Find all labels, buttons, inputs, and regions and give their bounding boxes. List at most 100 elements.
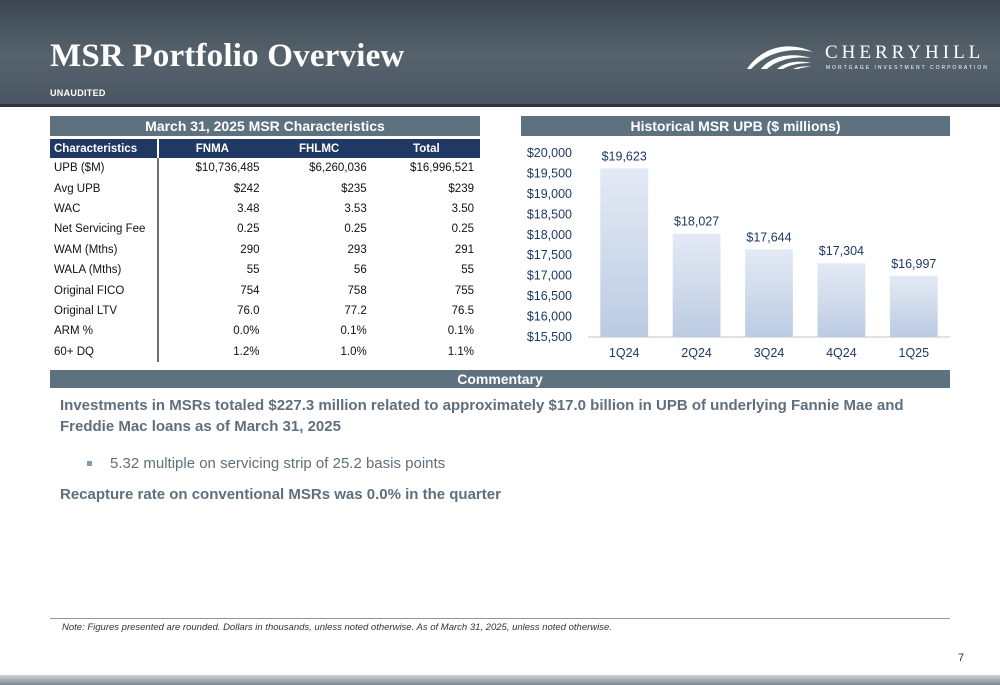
table-cell: 290 [240, 243, 260, 256]
x-tick-label: 4Q24 [826, 346, 857, 360]
chart-title: Historical MSR UPB ($ millions) [521, 116, 950, 136]
table-row: WALA (Mths) 55 56 55 [50, 259, 480, 281]
table-row: WAM (Mths) 290 293 291 [50, 239, 480, 260]
table-row: Avg UPB $242 $235 $239 [50, 178, 480, 199]
data-label: $17,304 [819, 244, 864, 258]
page-number: 7 [958, 652, 965, 664]
header-banner: MSR Portfolio Overview UNAUDITED CHERRYH… [0, 0, 1000, 107]
unaudited-label: UNAUDITED [50, 88, 106, 98]
bar [672, 233, 721, 337]
table-row: Net Servicing Fee 0.25 0.25 0.25 [50, 219, 480, 240]
table-cell: 0.0% [233, 325, 260, 338]
bar [817, 263, 866, 337]
table-cell: 755 [454, 284, 474, 297]
logo-name: CHERRYHILL [825, 42, 985, 63]
commentary-body: Investments in MSRs totaled $227.3 milli… [60, 395, 950, 505]
table-row: 60+ DQ 1.2% 1.0% 1.1% [50, 341, 480, 362]
company-logo: CHERRYHILL MORTGAGE INVESTMENT CORPORATI… [747, 42, 995, 72]
y-tick-label: $20,000 [527, 146, 572, 160]
table-cell: 0.25 [451, 223, 474, 236]
bar [600, 168, 649, 337]
table-row: ARM % 0.0% 0.1% 0.1% [50, 321, 480, 342]
table-cell: 0.1% [447, 325, 474, 338]
bar [889, 275, 938, 337]
commentary-bullet-text: 5.32 multiple on servicing strip of 25.2… [110, 455, 446, 472]
table-cell: 77.2 [344, 304, 367, 317]
y-tick-label: $17,500 [527, 248, 572, 262]
x-tick-label: 1Q25 [899, 346, 930, 360]
table-cell: 758 [347, 284, 367, 297]
table-row: UPB ($M) $10,736,485 $6,260,036 $16,996,521 [50, 158, 480, 179]
data-label: $17,644 [746, 230, 791, 244]
row-label: 60+ DQ [50, 341, 160, 362]
commentary-paragraph: Recapture rate on conventional MSRs was … [60, 486, 501, 503]
footer-divider [50, 618, 950, 619]
data-label: $19,623 [602, 149, 647, 163]
table-cell: 55 [246, 264, 260, 277]
table-cell: 293 [347, 243, 367, 256]
y-tick-label: $18,500 [527, 207, 572, 221]
column-header: FNMA [158, 139, 266, 158]
table-row: WAC 3.48 3.53 3.50 [50, 198, 480, 220]
column-header: FHLMC [265, 139, 373, 158]
row-label: WALA (Mths) [50, 259, 160, 281]
historical-upb-bar-chart: $15,500 $16,000 $16,500 $17,000 $17,500 $18,0… [527, 146, 950, 360]
x-tick-label: 1Q24 [609, 346, 640, 360]
table-cell: 76.0 [237, 304, 260, 317]
table-cell: 3.53 [344, 202, 367, 215]
table-cell: 76.5 [451, 304, 474, 317]
table-cell: $6,260,036 [309, 162, 367, 175]
page-title: MSR Portfolio Overview [50, 38, 405, 74]
x-tick-label: 2Q24 [681, 346, 712, 360]
commentary-paragraph: Investments in MSRs totaled $227.3 milli… [60, 397, 904, 435]
table-cell: 754 [240, 284, 260, 297]
y-tick-label: $17,000 [527, 269, 572, 283]
table-cell: 1.0% [340, 345, 367, 358]
y-tick-label: $19,500 [527, 166, 572, 180]
row-label: ARM % [50, 321, 160, 342]
table-cell: $239 [448, 182, 474, 195]
y-tick-label: $19,000 [527, 187, 572, 201]
y-tick-label: $16,500 [527, 289, 572, 303]
data-label: $18,027 [674, 215, 719, 229]
row-label: UPB ($M) [50, 158, 160, 179]
row-label: Original FICO [50, 280, 160, 301]
square-bullet-icon [87, 461, 92, 466]
table-cell: 56 [353, 264, 367, 277]
table-cell: 55 [461, 264, 474, 277]
column-header: Characteristics [50, 139, 160, 158]
y-tick-label: $15,500 [527, 330, 572, 344]
hill-logo-icon [747, 46, 813, 69]
table-cell: 3.48 [237, 202, 260, 215]
bottom-strip [0, 675, 1000, 685]
commentary-title: Commentary [50, 370, 950, 388]
bar [745, 249, 793, 337]
row-label: Original LTV [50, 300, 160, 322]
y-tick-label: $16,000 [527, 310, 572, 324]
table-cell: $235 [341, 182, 367, 195]
footnote: Note: Figures presented are rounded. Dol… [62, 622, 612, 633]
table-row: Original FICO 754 758 755 [50, 280, 480, 301]
table-cell: 3.50 [451, 202, 474, 215]
table-cell: 291 [454, 243, 474, 256]
commentary-bullet: 5.32 multiple on servicing strip of 25.2… [87, 453, 950, 474]
data-label: $16,997 [891, 257, 936, 271]
logo-tagline: MORTGAGE INVESTMENT CORPORATION [826, 65, 989, 71]
table-title: March 31, 2025 MSR Characteristics [50, 116, 480, 136]
table-row: Original LTV 76.0 77.2 76.5 [50, 300, 480, 322]
row-label: Net Servicing Fee [50, 219, 160, 240]
table-cell: 0.25 [344, 223, 367, 236]
table-cell: 0.1% [340, 325, 367, 338]
table-cell: 0.25 [237, 223, 260, 236]
table-cell: 1.1% [447, 345, 474, 358]
table-cell: $16,996,521 [410, 162, 474, 175]
row-label: WAC [50, 198, 160, 220]
column-header: Total [372, 139, 480, 158]
msr-characteristics-table: Characteristics FNMA FHLMC Total UPB ($M… [50, 139, 480, 362]
x-tick-label: 3Q24 [754, 346, 785, 360]
table-header-row: Characteristics FNMA FHLMC Total [50, 139, 480, 158]
row-label: WAM (Mths) [50, 239, 160, 260]
row-label: Avg UPB [50, 178, 160, 199]
table-cell: $242 [233, 182, 260, 195]
y-tick-label: $18,000 [527, 228, 572, 242]
